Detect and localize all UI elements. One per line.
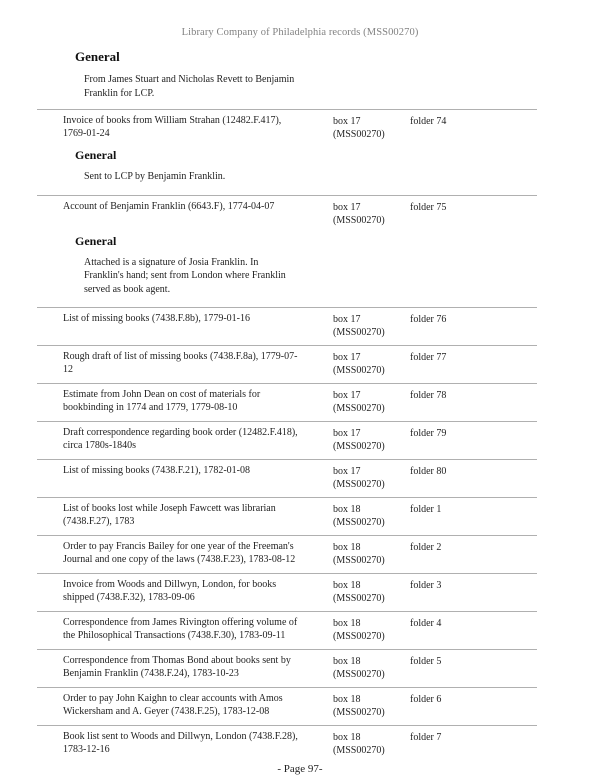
box-cell: box 17 (MSS00270) <box>333 200 410 227</box>
table-row: Invoice from Woods and Dillwyn, London, … <box>37 573 537 611</box>
box-collection: (MSS00270) <box>333 403 385 414</box>
table-row: Invoice of books from William Strahan (1… <box>37 109 537 195</box>
box-label: box 18 <box>333 694 361 705</box>
folder-label: folder 76 <box>410 314 447 325</box>
folder-label: folder 7 <box>410 732 442 743</box>
box-cell: box 17 (MSS00270) <box>333 114 410 141</box>
continued-general-section: General From James Stuart and Nicholas R… <box>37 49 537 100</box>
box-collection: (MSS00270) <box>333 745 385 756</box>
box-cell: box 17 (MSS00270) <box>333 312 410 339</box>
item-title: Order to pay Francis Bailey for one year… <box>63 541 296 565</box>
page-number: - Page 97- <box>277 763 323 775</box>
general-note: Sent to LCP by Benjamin Franklin. <box>84 171 226 182</box>
box-cell: box 18 (MSS00270) <box>333 502 410 529</box>
item-title: Account of Benjamin Franklin (6643.F), 1… <box>63 200 275 212</box>
item-title: Invoice of books from William Strahan (1… <box>63 115 282 139</box>
box-collection: (MSS00270) <box>333 707 385 718</box>
table-row: Book list sent to Woods and Dillwyn, Lon… <box>37 725 537 763</box>
box-collection: (MSS00270) <box>333 631 385 642</box>
box-collection: (MSS00270) <box>333 669 385 680</box>
box-collection: (MSS00270) <box>333 214 385 226</box>
box-label: box 17 <box>333 390 361 401</box>
finding-aid-list: General From James Stuart and Nicholas R… <box>37 38 537 763</box>
folder-label: folder 78 <box>410 390 447 401</box>
item-title: List of missing books (7438.F.8b), 1779-… <box>63 313 250 324</box>
folder-label: folder 6 <box>410 694 442 705</box>
box-label: box 18 <box>333 656 361 667</box>
box-collection: (MSS00270) <box>333 327 385 338</box>
box-cell: box 17 (MSS00270) <box>333 350 410 377</box>
box-label: box 18 <box>333 504 361 515</box>
table-row: List of missing books (7438.F.8b), 1779-… <box>37 307 537 345</box>
item-title: Draft correspondence regarding book orde… <box>63 427 298 451</box>
box-label: box 18 <box>333 618 361 629</box>
box-cell: box 18 (MSS00270) <box>333 540 410 567</box>
table-row: Order to pay John Kaighn to clear accoun… <box>37 687 537 725</box>
folder-label: folder 3 <box>410 580 442 591</box>
box-cell: box 17 (MSS00270) <box>333 464 410 491</box>
box-collection: (MSS00270) <box>333 479 385 490</box>
table-row: Correspondence from James Rivington offe… <box>37 611 537 649</box>
general-note: From James Stuart and Nicholas Revett to… <box>84 74 295 99</box>
box-cell: box 17 (MSS00270) <box>333 388 410 415</box>
folder-label: folder 79 <box>410 428 447 439</box>
item-title: List of missing books (7438.F.21), 1782-… <box>63 465 250 476</box>
item-title: Order to pay John Kaighn to clear accoun… <box>63 693 283 717</box>
box-cell: box 18 (MSS00270) <box>333 692 410 719</box>
table-row: Account of Benjamin Franklin (6643.F), 1… <box>37 194 537 308</box>
folder-label: folder 77 <box>410 352 447 363</box>
item-title: Correspondence from Thomas Bond about bo… <box>63 655 291 679</box>
general-note: Attached is a signature of Josia Frankli… <box>84 256 286 295</box>
table-row: Draft correspondence regarding book orde… <box>37 421 537 459</box>
box-collection: (MSS00270) <box>333 555 385 566</box>
box-label: box 17 <box>333 466 361 477</box>
table-row: Estimate from John Dean on cost of mater… <box>37 383 537 421</box>
box-label: box 18 <box>333 732 361 743</box>
box-cell: box 18 (MSS00270) <box>333 730 410 757</box>
folder-label: folder 2 <box>410 542 442 553</box>
box-cell: box 18 (MSS00270) <box>333 654 410 681</box>
folder-label: folder 74 <box>410 116 447 127</box>
folder-label: folder 75 <box>410 201 447 213</box>
box-label: box 17 <box>333 314 361 325</box>
table-row: List of books lost while Joseph Fawcett … <box>37 497 537 535</box>
item-title: Estimate from John Dean on cost of mater… <box>63 389 261 413</box>
general-heading: General <box>75 148 117 162</box>
box-label: box 18 <box>333 580 361 591</box>
folder-label: folder 1 <box>410 504 442 515</box>
general-heading: General <box>75 233 117 248</box>
item-title: Invoice from Woods and Dillwyn, London, … <box>63 579 277 603</box>
folder-label: folder 80 <box>410 466 447 477</box>
box-collection: (MSS00270) <box>333 441 385 452</box>
table-row: Order to pay Francis Bailey for one year… <box>37 535 537 573</box>
box-label: box 17 <box>333 116 361 127</box>
item-title: Book list sent to Woods and Dillwyn, Lon… <box>63 731 298 755</box>
box-label: box 17 <box>333 201 361 213</box>
page-header: Library Company of Philadelphia records … <box>181 27 419 38</box>
folder-label: folder 5 <box>410 656 442 667</box>
item-title: Rough draft of list of missing books (74… <box>63 351 298 375</box>
general-heading: General <box>75 49 120 64</box>
box-cell: box 18 (MSS00270) <box>333 616 410 643</box>
item-title: Correspondence from James Rivington offe… <box>63 617 298 641</box>
box-label: box 17 <box>333 428 361 439</box>
table-row: Correspondence from Thomas Bond about bo… <box>37 649 537 687</box>
box-label: box 18 <box>333 542 361 553</box>
table-row: List of missing books (7438.F.21), 1782-… <box>37 459 537 497</box>
folder-label: folder 4 <box>410 618 442 629</box>
table-row: Rough draft of list of missing books (74… <box>37 345 537 383</box>
box-cell: box 17 (MSS00270) <box>333 426 410 453</box>
box-label: box 17 <box>333 352 361 363</box>
box-cell: box 18 (MSS00270) <box>333 578 410 605</box>
box-collection: (MSS00270) <box>333 517 385 528</box>
box-collection: (MSS00270) <box>333 129 385 140</box>
box-collection: (MSS00270) <box>333 593 385 604</box>
box-collection: (MSS00270) <box>333 365 385 376</box>
item-title: List of books lost while Joseph Fawcett … <box>63 503 276 527</box>
